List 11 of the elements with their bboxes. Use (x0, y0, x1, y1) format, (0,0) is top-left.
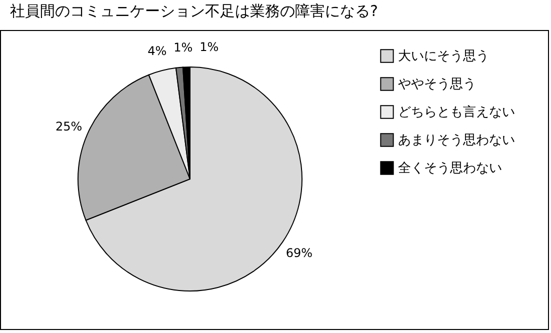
data-label: 1% (200, 40, 219, 54)
legend-label: 全くそう思わない (398, 161, 502, 176)
chart-title: 社員間のコミュニケーション不足は業務の障害になる? (10, 2, 378, 20)
data-label: 69% (286, 246, 313, 260)
data-label: 4% (148, 44, 167, 58)
data-label: 1% (174, 40, 193, 55)
legend-label: あまりそう思わない (398, 133, 515, 148)
legend-label: 大いにそう思う (398, 49, 489, 64)
legend-label: どちらとも言えない (398, 104, 515, 120)
legend-label: ややそう思う (398, 77, 476, 92)
data-label: 25% (56, 120, 82, 134)
